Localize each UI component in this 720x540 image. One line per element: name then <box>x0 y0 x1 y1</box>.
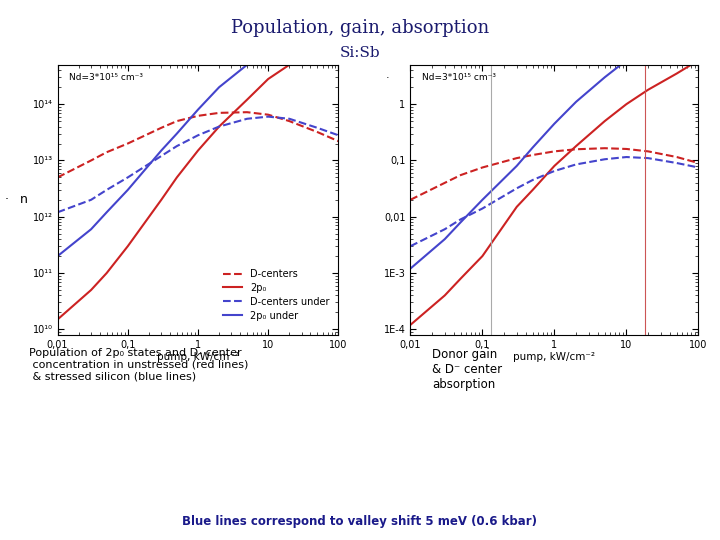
X-axis label: pump, kW/cm⁻²: pump, kW/cm⁻² <box>513 353 595 362</box>
Legend: D-centers, 2p₀, D-centers under, 2p₀ under: D-centers, 2p₀, D-centers under, 2p₀ und… <box>219 265 333 325</box>
Text: ·: · <box>5 193 9 206</box>
Text: Nd=3*10¹⁵ cm⁻³: Nd=3*10¹⁵ cm⁻³ <box>69 73 143 82</box>
Text: Si:Sb: Si:Sb <box>340 46 380 60</box>
Text: Blue lines correspond to valley shift 5 meV (0.6 kbar): Blue lines correspond to valley shift 5 … <box>182 515 538 528</box>
Text: Population, gain, absorption: Population, gain, absorption <box>231 19 489 37</box>
Text: Donor gain
& D⁻ center
absorption: Donor gain & D⁻ center absorption <box>432 348 502 392</box>
Text: n: n <box>20 193 28 206</box>
Text: Nd=3*10¹⁵ cm⁻³: Nd=3*10¹⁵ cm⁻³ <box>422 73 496 82</box>
Text: Population of 2p₀ states and D- center
 concentration in unstressed (red lines)
: Population of 2p₀ states and D- center c… <box>29 348 248 381</box>
Text: ·: · <box>385 73 390 83</box>
X-axis label: pump, kW/cm⁻²: pump, kW/cm⁻² <box>157 353 239 362</box>
